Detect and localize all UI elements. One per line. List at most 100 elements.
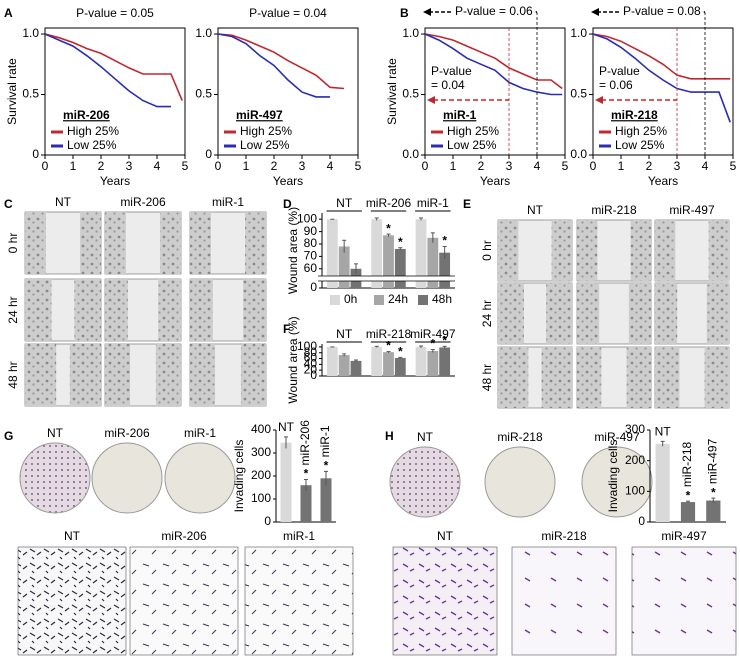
- x-axis-label: Years: [100, 174, 130, 188]
- cell-sheet: [25, 279, 52, 341]
- survival-curve: [217, 33, 345, 90]
- category-label: NT: [336, 196, 353, 210]
- p-value: P-value: [599, 64, 640, 78]
- panel-label: C: [4, 197, 13, 211]
- y-axis-label: Survival rate: [385, 58, 399, 125]
- category-label: miR-218: [366, 327, 412, 341]
- y-axis-label: Survival rate: [5, 58, 19, 125]
- gene-label: miR-206: [63, 108, 110, 122]
- cell-sheet: [105, 344, 131, 406]
- bar: [280, 442, 292, 522]
- cell-sheet: [243, 279, 266, 341]
- field-label: miR-1: [283, 529, 315, 543]
- plot-frame: [44, 27, 186, 156]
- cell-sheet: [190, 212, 211, 274]
- panel-label: F: [283, 322, 290, 336]
- y-tick-label: 60: [304, 351, 318, 365]
- panel-label: D: [283, 197, 292, 211]
- p-value: = 0.04: [431, 78, 465, 92]
- field: [17, 546, 127, 656]
- legend-swatch: [330, 295, 340, 305]
- bar: [383, 352, 394, 376]
- survival-curve: [592, 33, 731, 123]
- significance: *: [398, 345, 403, 359]
- field: [511, 546, 617, 656]
- column-label: miR-1: [212, 195, 244, 209]
- y-tick-label: 0.5: [570, 87, 587, 101]
- x-tick-label: 1: [70, 159, 77, 173]
- cell-sheet: [74, 279, 101, 341]
- p-value: P-value = 0.04: [249, 6, 327, 20]
- field: [631, 546, 737, 656]
- significance: *: [304, 467, 309, 481]
- column-label: miR-218: [591, 203, 637, 217]
- x-tick-label: 1: [243, 159, 250, 173]
- dish: [91, 442, 163, 514]
- x-tick-label: 4: [154, 159, 161, 173]
- dish-label: miR-206: [104, 426, 150, 440]
- x-tick-label: 2: [271, 159, 278, 173]
- cell-sheet: [577, 347, 602, 408]
- cell-sheet: [160, 212, 181, 274]
- dish: [389, 446, 461, 518]
- x-tick-label: 2: [646, 159, 653, 173]
- y-tick-label: 0: [32, 147, 39, 161]
- y-tick-label: 100: [297, 211, 317, 225]
- arrow-head: [591, 8, 599, 16]
- bar: [326, 219, 338, 288]
- cell-sheet: [541, 347, 572, 408]
- x-tick-label: 5: [562, 159, 569, 173]
- y-tick-label: 0: [638, 514, 645, 528]
- y-tick-label: 100: [297, 339, 317, 353]
- x-tick-label: 0: [42, 159, 49, 173]
- p-value: P-value = 0.08: [623, 4, 701, 18]
- significance: *: [386, 221, 391, 235]
- field-label: miR-206: [161, 529, 207, 543]
- legend-label: 48h: [432, 292, 452, 306]
- category-label: miR-497: [410, 327, 456, 341]
- legend-label: High 25%: [240, 124, 292, 138]
- category-label: miR-1: [417, 196, 449, 210]
- field-label: NT: [437, 529, 454, 543]
- column-label: miR-206: [120, 195, 166, 209]
- row-label: 0 hr: [480, 240, 494, 261]
- y-tick-label: 0: [264, 514, 271, 528]
- significance: *: [386, 339, 391, 353]
- dish: [581, 446, 653, 518]
- panel-label: E: [463, 197, 471, 211]
- y-tick-label: 1.0: [22, 26, 39, 40]
- y-axis-label: Wound area (%): [286, 316, 300, 403]
- y-tick-label: 40: [304, 357, 318, 371]
- survival-curve: [592, 33, 731, 80]
- bar: [415, 219, 427, 288]
- category-label: miR-206: [366, 196, 412, 210]
- field: [392, 546, 498, 656]
- gene-label: miR-497: [236, 108, 283, 122]
- bar: [320, 478, 332, 522]
- cell-sheet: [630, 220, 651, 281]
- cell-sheet: [240, 344, 266, 406]
- survival-curve: [217, 33, 330, 98]
- bar: [338, 355, 350, 376]
- y-tick-label: 400: [251, 422, 271, 436]
- gene-label: miR-1: [443, 108, 477, 122]
- cell-sheet: [655, 347, 680, 408]
- x-tick-label: 0: [422, 159, 429, 173]
- cell-sheet: [105, 279, 128, 341]
- category-label: miR-1: [318, 425, 332, 457]
- cell-sheet: [551, 220, 572, 281]
- row-label: 24 hr: [480, 300, 494, 327]
- y-tick-label: 90: [304, 224, 318, 238]
- legend-label: 0h: [344, 292, 357, 306]
- category-label: NT: [655, 425, 672, 439]
- legend-swatch: [418, 295, 428, 305]
- y-tick-label: 0.5: [195, 87, 212, 101]
- p-value: P-value: [431, 64, 472, 78]
- x-tick-label: 5: [355, 159, 362, 173]
- dish-label: NT: [417, 430, 434, 444]
- significance: *: [430, 337, 435, 351]
- p-value: = 0.06: [599, 78, 633, 92]
- cell-sheet: [498, 283, 524, 344]
- field-label: NT: [64, 529, 81, 543]
